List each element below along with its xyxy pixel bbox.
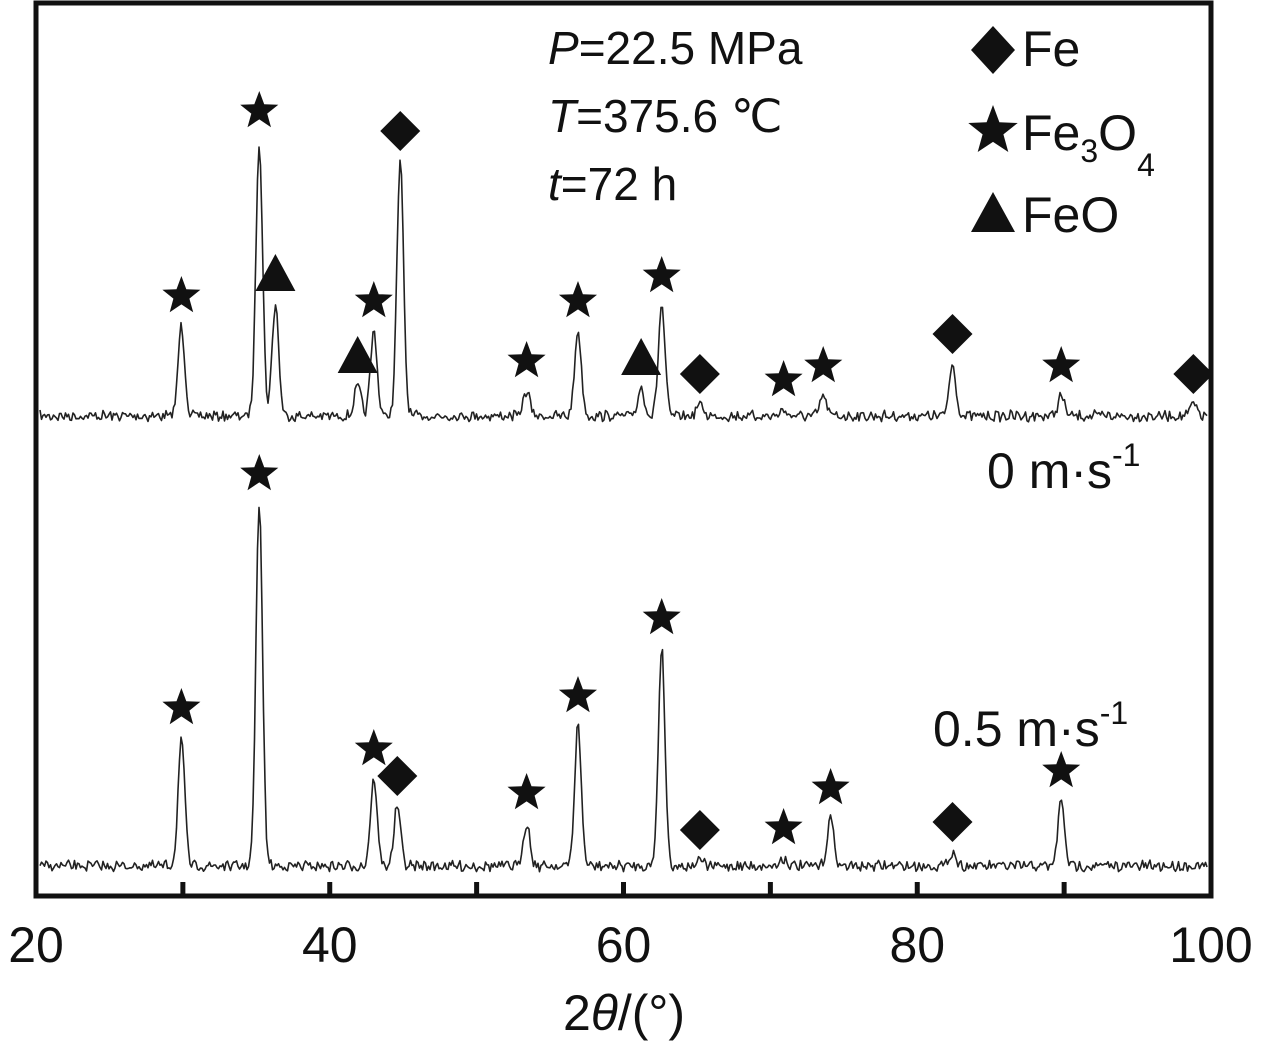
peak-marker-1-1-star — [240, 454, 279, 491]
peak-marker-0-11-star — [764, 360, 803, 397]
trace-label-0: 0 m·s-1 — [987, 437, 1140, 499]
x-tick-label-60: 60 — [596, 917, 652, 973]
peak-marker-0-3-triangle — [337, 336, 378, 373]
peak-marker-1-5-star — [558, 676, 597, 713]
legend-diamond-icon — [971, 26, 1015, 74]
peak-marker-1-7-diamond — [679, 810, 720, 850]
xrd-traces — [39, 146, 1208, 873]
condition-pressure: P=22.5 MPa — [548, 22, 803, 74]
peak-marker-0-2-triangle — [255, 254, 296, 291]
peak-marker-1-11-star — [1042, 751, 1081, 788]
peak-marker-0-7-star — [558, 281, 597, 318]
peak-marker-0-15-diamond — [1173, 354, 1214, 394]
legend: Fe Fe3O4 FeO — [968, 21, 1155, 243]
x-tick-label-40: 40 — [302, 917, 358, 973]
peak-marker-0-9-star — [642, 256, 681, 293]
legend-star-icon — [968, 105, 1018, 152]
peak-marker-0-5-diamond — [380, 111, 421, 151]
peak-marker-0-13-diamond — [932, 314, 973, 354]
peak-marker-0-10-diamond — [679, 354, 720, 394]
trace-label-05: 0.5 m·s-1 — [933, 695, 1128, 757]
x-axis-tick-labels: 20 40 60 80 100 — [8, 917, 1253, 973]
peak-marker-0-0-star — [162, 276, 201, 313]
legend-label-fe3o4: Fe3O4 — [1022, 105, 1155, 183]
peak-marker-1-0-star — [162, 688, 201, 725]
peak-marker-1-10-diamond — [932, 802, 973, 842]
trace-1 — [39, 506, 1208, 873]
legend-label-feo: FeO — [1022, 187, 1119, 243]
peak-marker-0-8-triangle — [621, 338, 662, 375]
legend-triangle-icon — [971, 192, 1015, 232]
peak-marker-1-6-star — [642, 598, 681, 635]
peak-marker-0-4-star — [354, 281, 393, 318]
x-axis-label: 2θ/(°) — [563, 985, 685, 1041]
legend-label-fe: Fe — [1022, 21, 1080, 77]
x-axis-ticks — [33, 882, 1214, 896]
peak-marker-1-2-star — [354, 729, 393, 766]
peak-marker-1-8-star — [764, 808, 803, 845]
condition-time: t=72 h — [548, 158, 677, 210]
trace-0 — [39, 146, 1208, 423]
test-conditions: P=22.5 MPa T=375.6 ℃ t=72 h — [548, 22, 803, 210]
peak-marker-0-1-star — [240, 91, 279, 128]
peak-marker-1-4-star — [507, 773, 546, 810]
peak-marker-0-12-star — [804, 346, 843, 383]
peak-marker-0-6-star — [507, 341, 546, 378]
condition-temperature: T=375.6 ℃ — [548, 90, 783, 142]
peak-marker-1-3-diamond — [377, 756, 418, 796]
x-tick-label-20: 20 — [8, 917, 64, 973]
peak-marker-1-9-star — [811, 768, 850, 805]
peak-markers — [162, 91, 1214, 850]
x-tick-label-100: 100 — [1169, 917, 1252, 973]
peak-marker-0-14-star — [1042, 346, 1081, 383]
x-tick-label-80: 80 — [889, 917, 945, 973]
